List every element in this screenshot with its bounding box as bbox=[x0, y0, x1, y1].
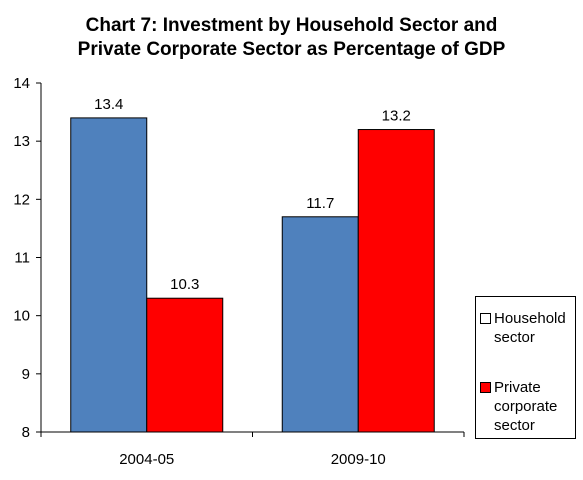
chart-legend: Household sector Private corporate secto… bbox=[475, 296, 576, 439]
x-tick-label-0: 2004-05 bbox=[119, 451, 174, 468]
legend-label-household: Household sector bbox=[494, 310, 566, 346]
y-tick-label-2: 10 bbox=[13, 308, 30, 325]
chart-title-line-1: Chart 7: Investment by Household Sector … bbox=[85, 15, 498, 36]
bar-s1-c1 bbox=[357, 129, 435, 433]
y-tick-label-6: 14 bbox=[13, 75, 30, 92]
data-label-s1-c0: 10.3 bbox=[170, 276, 199, 293]
y-tick-label-4: 12 bbox=[13, 191, 30, 208]
legend-swatch-household bbox=[480, 313, 491, 324]
y-tick-label-0: 8 bbox=[22, 424, 30, 441]
chart-title: Chart 7: Investment by Household Sector … bbox=[0, 14, 583, 62]
legend-swatch-private-corporate bbox=[480, 382, 491, 393]
data-label-s0-c0: 13.4 bbox=[94, 96, 123, 113]
y-tick-label-5: 13 bbox=[13, 133, 30, 150]
bar-s1-c0 bbox=[146, 297, 224, 433]
bar-s0-c0 bbox=[70, 117, 148, 433]
bar-s0-c1 bbox=[281, 216, 359, 433]
y-tick-label-1: 9 bbox=[22, 366, 30, 383]
y-tick-label-3: 11 bbox=[14, 250, 30, 267]
x-tick-label-1: 2009-10 bbox=[331, 451, 386, 468]
chart-title-line-2: Private Corporate Sector as Percentage o… bbox=[77, 39, 506, 60]
legend-label-private-corporate: Private corporate sector bbox=[494, 379, 558, 434]
data-label-s1-c1: 13.2 bbox=[382, 108, 411, 125]
data-label-s0-c1: 11.7 bbox=[306, 195, 334, 212]
